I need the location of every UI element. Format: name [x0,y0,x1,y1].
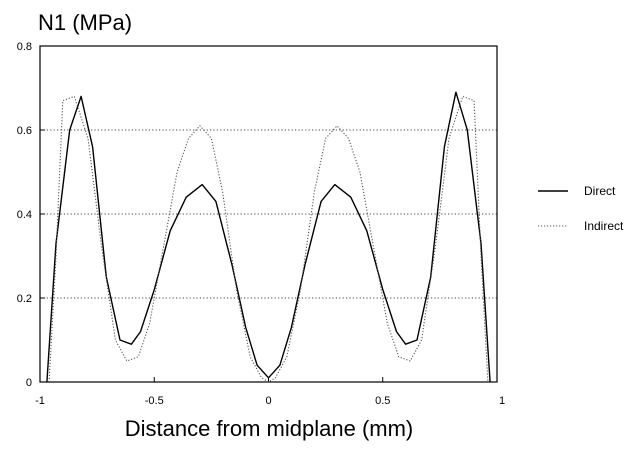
legend-label-indirect: Indirect [584,219,624,233]
legend-label-direct: Direct [584,184,616,198]
x-axis-label: Distance from midplane (mm) [125,416,414,441]
x-tick-label: 0.5 [375,395,390,407]
axis-ticks: 0 0.2 0.4 0.6 0.8 -1 -0.5 0 0.5 1 [17,41,505,407]
legend: Direct Indirect [538,184,624,233]
series-lines [46,91,491,383]
y-tick-label: 0.6 [17,125,32,137]
y-axis-label: N1 (MPa) [38,10,132,35]
y-tick-label: 0.4 [17,209,32,221]
y-tick-label: 0 [26,377,32,389]
x-tick-label: -1 [35,395,45,407]
x-tick-label: 1 [499,395,505,407]
x-tick-label: 0 [265,395,271,407]
y-tick-label: 0.2 [17,293,32,305]
y-tick-label: 0.8 [17,41,32,53]
series-line-direct [46,91,491,383]
x-tick-label: -0.5 [145,395,164,407]
series-line-indirect [48,95,489,383]
gridlines [40,129,497,299]
